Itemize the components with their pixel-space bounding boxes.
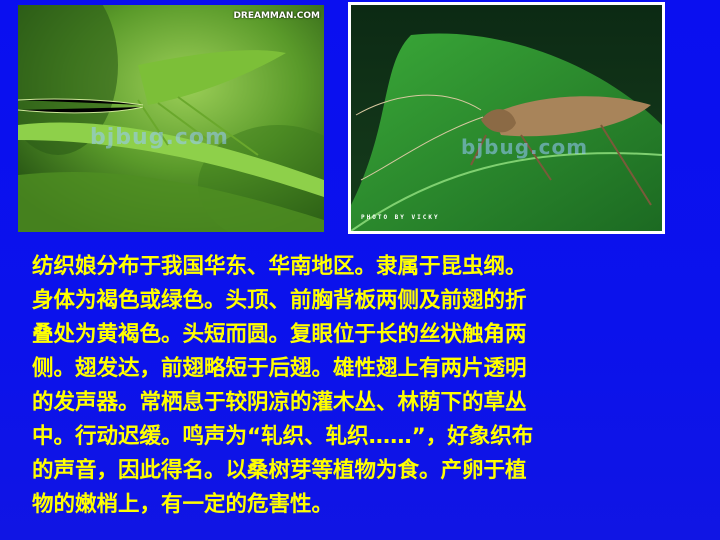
description-text: 纺织娘分布于我国华东、华南地区。隶属于昆虫纲。 身体为褐色或绿色。头顶、前胸背板… [32, 250, 692, 522]
text-line: 侧。翅发达，前翅略短于后翅。雄性翅上有两片透明 [32, 356, 527, 381]
watermark: bjbug.com [461, 135, 589, 159]
text-line: 的发声器。常栖息于较阴凉的灌木丛、林荫下的草丛 [32, 390, 527, 415]
text-line: 的声音，因此得名。以桑树芽等植物为食。产卵于植 [32, 458, 527, 483]
text-line: 叠处为黄褐色。头短而圆。复眼位于长的丝状触角两 [32, 322, 527, 347]
brown-katydid-illustration [351, 5, 662, 231]
text-line: 纺织娘分布于我国华东、华南地区。隶属于昆虫纲。 [32, 254, 527, 279]
photo-credit: PHOTO BY VICKY [361, 214, 440, 221]
green-katydid-illustration [18, 5, 324, 232]
watermark: bjbug.com [90, 125, 229, 150]
katydid-green-photo: DREAMMAN.COM bjbug.com [18, 5, 324, 232]
katydid-brown-photo: bjbug.com PHOTO BY VICKY [348, 2, 665, 234]
text-line: 身体为褐色或绿色。头顶、前胸背板两侧及前翅的折 [32, 288, 527, 313]
logo-text: DREAMMAN.COM [233, 11, 320, 21]
text-line: 物的嫩梢上，有一定的危害性。 [32, 492, 334, 517]
text-line: 中。行动迟缓。鸣声为“轧织、轧织……”，好象织布 [32, 424, 534, 449]
